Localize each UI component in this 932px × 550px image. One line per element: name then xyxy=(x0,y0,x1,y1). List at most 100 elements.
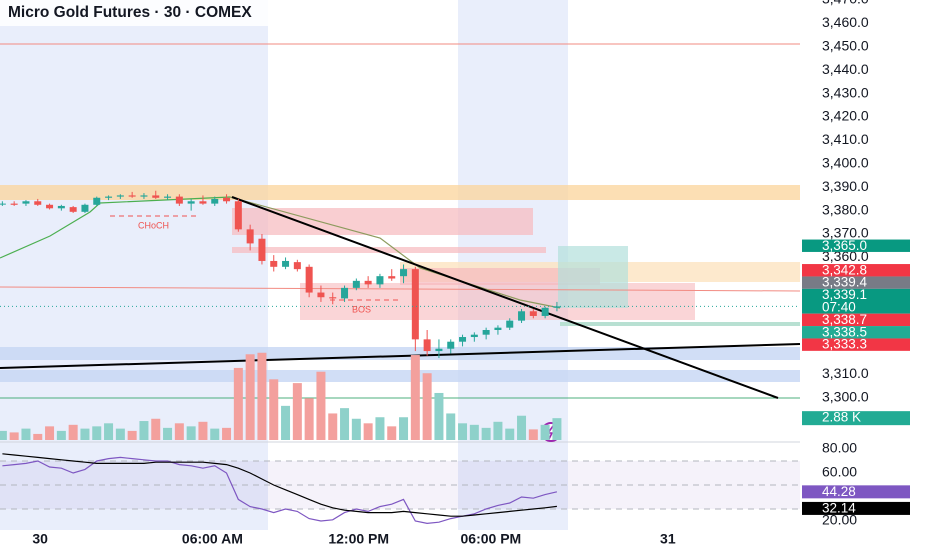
candle-body xyxy=(400,269,408,277)
volume-bar xyxy=(446,413,456,440)
volume-bar xyxy=(552,418,562,440)
volume-bar xyxy=(304,398,314,440)
trend-line xyxy=(0,343,801,369)
candle-body xyxy=(282,260,290,267)
y-tick-label: 3,430.0 xyxy=(822,84,869,100)
volume-bar xyxy=(458,423,468,440)
candle-body xyxy=(93,197,101,205)
x-tick-label: 31 xyxy=(660,531,676,547)
rsi-label-box xyxy=(802,501,910,515)
candle-body xyxy=(553,306,561,308)
volume-bar xyxy=(399,417,409,440)
volume-bar xyxy=(540,424,550,440)
candle-body xyxy=(10,203,18,205)
candle-body xyxy=(187,201,195,204)
y-tick-label: 3,310.0 xyxy=(822,365,869,381)
x-tick-label: 12:00 PM xyxy=(328,531,389,547)
demand-band xyxy=(0,370,800,382)
candle-body xyxy=(364,280,372,285)
candle-body xyxy=(164,196,172,198)
volume-bar xyxy=(198,421,208,440)
candle-body xyxy=(494,327,502,330)
price-label-box xyxy=(802,338,910,351)
volume-bar xyxy=(328,413,338,440)
rsi-pane xyxy=(0,453,800,525)
y-tick-label: 3,370.0 xyxy=(822,225,869,241)
volume-bar xyxy=(351,418,361,440)
volume-bar xyxy=(292,383,302,440)
y-tick-label: 3,420.0 xyxy=(822,108,869,124)
event-icon-bolt xyxy=(546,425,554,440)
volume-bar xyxy=(174,423,184,440)
y-tick-label: 3,470.0 xyxy=(822,0,869,7)
candle-body xyxy=(305,266,313,293)
volume-bar xyxy=(80,428,90,440)
candle-body xyxy=(22,201,30,204)
volume-bar xyxy=(233,367,243,440)
y-tick-label: 3,390.0 xyxy=(822,178,869,194)
y-tick-label: 3,410.0 xyxy=(822,131,869,147)
volume-bar xyxy=(517,415,527,440)
countdown-label: 07:40 xyxy=(822,300,856,315)
volume-bar xyxy=(375,417,385,440)
annotation: BOS xyxy=(352,304,371,314)
candle-body xyxy=(69,207,77,212)
volume-bar xyxy=(363,423,373,440)
candle-body xyxy=(258,238,266,261)
level-line xyxy=(0,286,801,292)
volume-bar xyxy=(115,428,125,440)
volume-bar xyxy=(151,418,161,440)
candle-body xyxy=(317,292,325,298)
y-tick-label: 3,400.0 xyxy=(822,155,869,171)
volume-bar xyxy=(340,408,350,440)
price-label: 3,342.8 xyxy=(822,262,867,277)
target-box xyxy=(558,246,628,308)
candle-body xyxy=(199,201,207,204)
candle-body xyxy=(518,311,526,321)
candle-body xyxy=(105,196,113,198)
moving-average xyxy=(0,196,231,259)
volume-bar xyxy=(434,392,444,440)
y-tick-label: 3,440.0 xyxy=(822,61,869,77)
price-label-box xyxy=(802,239,910,252)
price-label: 3,338.7 xyxy=(822,312,867,327)
price-label-box xyxy=(802,276,910,289)
volume-bar xyxy=(481,427,491,440)
chart-title: Micro Gold Futures · 30 · COMEX xyxy=(8,4,252,21)
candle-body xyxy=(81,204,89,212)
volume-bar xyxy=(33,433,43,440)
candle-body xyxy=(352,280,360,288)
candle-body xyxy=(223,197,231,202)
y-tick-label: 3,450.0 xyxy=(822,38,869,54)
session-shade xyxy=(0,0,268,530)
y-tick-label: 3,380.0 xyxy=(822,201,869,217)
price-label: 3,333.3 xyxy=(822,337,867,352)
order-block xyxy=(400,268,600,285)
volume-bar xyxy=(68,424,78,440)
rsi-label: 32.14 xyxy=(822,500,856,515)
candle-body xyxy=(0,203,6,205)
candle-body xyxy=(246,229,254,244)
volume-bar xyxy=(104,423,114,440)
volume-bar xyxy=(505,428,515,440)
volume-bar xyxy=(387,426,397,440)
candle-body xyxy=(506,320,514,328)
volume-bar xyxy=(257,352,267,440)
price-label: 3,339.4 xyxy=(822,275,868,290)
price-label: 3,338.5 xyxy=(822,324,867,339)
volume-bar xyxy=(0,430,7,440)
candle-body xyxy=(447,341,455,349)
y-tick-label: 80.00 xyxy=(822,440,857,456)
demand-band xyxy=(0,347,800,360)
volume-bar xyxy=(163,427,173,440)
volume-bar xyxy=(56,430,66,440)
volume-bar xyxy=(469,424,479,440)
candle-body xyxy=(459,337,467,342)
volume-bar xyxy=(21,428,31,440)
volume-bar xyxy=(9,432,19,440)
price-label-box xyxy=(802,326,910,339)
volume-bar xyxy=(45,426,55,440)
volume-bar xyxy=(281,405,291,440)
candle-body xyxy=(329,297,337,299)
